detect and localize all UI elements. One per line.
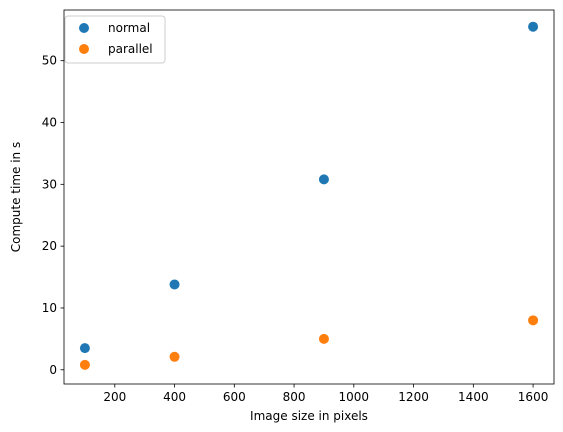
x-tick-label: 800	[283, 390, 306, 404]
legend-marker-normal	[79, 23, 89, 33]
y-tick-label: 30	[42, 177, 57, 191]
x-tick-label: 1200	[398, 390, 429, 404]
legend-label-parallel: parallel	[108, 42, 153, 56]
plot-frame	[63, 9, 555, 385]
data-point-parallel	[528, 315, 539, 326]
y-tick-label: 10	[42, 301, 57, 315]
data-point-parallel	[169, 351, 180, 362]
data-point-normal	[528, 21, 539, 32]
legend: normal parallel	[64, 15, 166, 64]
data-point-parallel	[79, 359, 90, 370]
data-points	[79, 21, 539, 370]
y-tick-label: 40	[42, 116, 57, 130]
data-point-parallel	[318, 333, 329, 344]
x-tick-label: 200	[103, 390, 126, 404]
y-axis: 0 10 20 30 40 50	[42, 54, 64, 377]
plot-area	[63, 9, 555, 385]
y-tick-label: 50	[42, 54, 57, 68]
x-tick-label: 600	[223, 390, 246, 404]
x-tick-label: 1600	[518, 390, 549, 404]
x-tick-label: 1000	[339, 390, 370, 404]
x-tick-label: 400	[163, 390, 186, 404]
y-tick-label: 0	[49, 363, 57, 377]
legend-label-normal: normal	[108, 21, 150, 35]
data-point-normal	[318, 174, 329, 185]
x-tick-label: 1400	[458, 390, 489, 404]
y-axis-label: Compute time in s	[9, 142, 23, 252]
y-tick-label: 20	[42, 239, 57, 253]
legend-box	[64, 15, 166, 64]
legend-marker-parallel	[79, 44, 89, 54]
data-point-normal	[79, 343, 90, 354]
data-point-normal	[169, 279, 180, 290]
x-axis-label: Image size in pixels	[250, 409, 368, 423]
x-axis: 200 400 600 800 1000 1200 1400 1600	[103, 384, 548, 404]
